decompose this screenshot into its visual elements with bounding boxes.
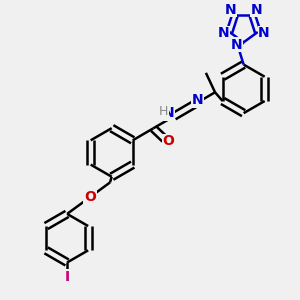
Text: N: N — [225, 3, 236, 17]
Text: O: O — [84, 190, 96, 204]
Text: N: N — [251, 3, 262, 17]
Text: O: O — [162, 134, 174, 148]
Text: N: N — [163, 106, 175, 120]
Text: I: I — [64, 270, 70, 284]
Text: H: H — [159, 105, 169, 118]
Text: N: N — [258, 26, 270, 40]
Text: N: N — [191, 93, 203, 107]
Text: N: N — [230, 38, 242, 52]
Text: N: N — [218, 26, 229, 40]
